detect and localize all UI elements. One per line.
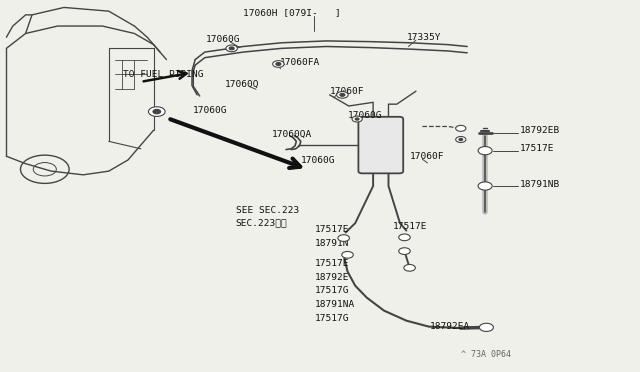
Circle shape	[478, 147, 492, 155]
Circle shape	[340, 93, 345, 96]
Circle shape	[342, 251, 353, 258]
Circle shape	[226, 45, 237, 52]
Circle shape	[273, 61, 284, 67]
Circle shape	[153, 109, 161, 114]
Text: 17060G: 17060G	[301, 156, 335, 165]
Circle shape	[404, 264, 415, 271]
Text: 17517G: 17517G	[315, 286, 349, 295]
Text: 17060G: 17060G	[348, 111, 382, 120]
Text: 17060F: 17060F	[330, 87, 364, 96]
Text: 17060Q: 17060Q	[225, 80, 260, 89]
Text: 17517E: 17517E	[520, 144, 554, 153]
Circle shape	[33, 163, 56, 176]
Text: 17060QA: 17060QA	[272, 130, 312, 139]
Text: SEE SEC.223: SEE SEC.223	[236, 206, 299, 215]
Text: TO FUEL PIPING: TO FUEL PIPING	[123, 70, 204, 79]
Circle shape	[20, 155, 69, 183]
Text: SEC.223参照: SEC.223参照	[236, 219, 287, 228]
Circle shape	[229, 47, 234, 50]
Circle shape	[148, 107, 165, 116]
Text: 17060H [079I-   ]: 17060H [079I- ]	[243, 8, 341, 17]
Text: 18792EB: 18792EB	[520, 126, 560, 135]
Text: ^ 73A 0P64: ^ 73A 0P64	[461, 350, 511, 359]
Circle shape	[456, 125, 466, 131]
Circle shape	[459, 138, 463, 141]
Circle shape	[355, 118, 359, 120]
Text: 18791NB: 18791NB	[520, 180, 560, 189]
Text: 18791NA: 18791NA	[315, 300, 355, 309]
Circle shape	[276, 62, 281, 65]
Text: 17060G: 17060G	[193, 106, 228, 115]
Text: 17060F: 17060F	[410, 153, 444, 161]
Circle shape	[399, 248, 410, 254]
Text: 17517G: 17517G	[315, 314, 349, 323]
Circle shape	[399, 234, 410, 241]
Circle shape	[479, 323, 493, 331]
Text: 17060G: 17060G	[206, 35, 241, 44]
Circle shape	[337, 92, 348, 98]
Circle shape	[338, 235, 349, 241]
Text: 17335Y: 17335Y	[406, 33, 441, 42]
Circle shape	[478, 182, 492, 190]
Circle shape	[352, 116, 362, 122]
FancyBboxPatch shape	[358, 117, 403, 173]
Text: 17517E: 17517E	[315, 259, 349, 268]
Text: 17517E: 17517E	[393, 222, 428, 231]
Text: 18792EA: 18792EA	[430, 322, 470, 331]
Circle shape	[456, 137, 466, 142]
Text: 18791N: 18791N	[315, 239, 349, 248]
Text: 17517E: 17517E	[315, 225, 349, 234]
Text: 18792E: 18792E	[315, 273, 349, 282]
Text: 17060FA: 17060FA	[280, 58, 320, 67]
